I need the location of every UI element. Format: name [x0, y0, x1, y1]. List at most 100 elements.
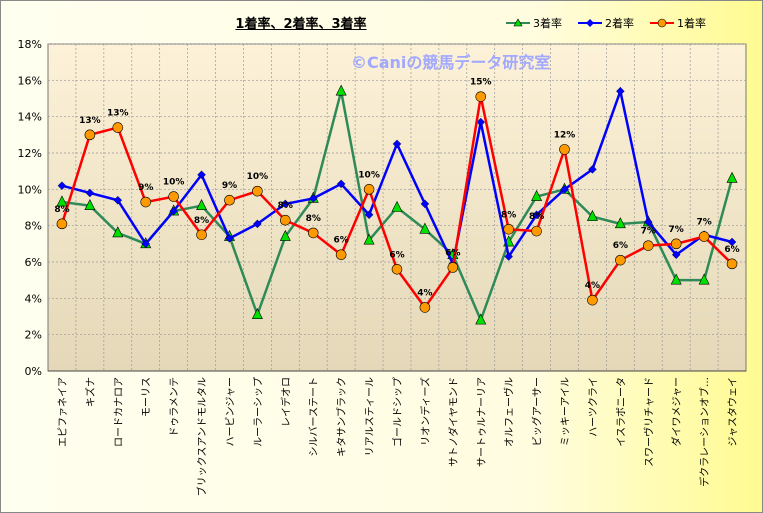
- data-point-circle: [726, 258, 738, 270]
- legend-label: 1着率: [677, 17, 706, 30]
- data-point-diamond: [141, 239, 151, 249]
- data-point-diamond: [308, 194, 318, 203]
- data-point-diamond: [560, 185, 569, 194]
- x-tick-label: キズナ: [84, 377, 97, 407]
- data-point-circle: [503, 224, 514, 235]
- data-point-circle: [168, 191, 179, 202]
- data-point-diamond: [616, 86, 625, 96]
- data-point-diamond: [169, 206, 178, 216]
- x-tick-label: モーリス: [142, 377, 153, 417]
- x-tick-label: オルフェーヴル: [503, 377, 516, 447]
- y-tick-label: 16%: [18, 74, 42, 87]
- data-point-circle: [670, 238, 682, 250]
- data-label: 8%: [278, 201, 293, 211]
- x-tick-label: リアルスティール: [365, 377, 376, 456]
- data-label: 8%: [529, 212, 544, 222]
- y-tick-label: 4%: [25, 292, 42, 305]
- data-point-diamond: [588, 165, 597, 174]
- x-tick-label: デクラレーションオブ…: [698, 377, 711, 487]
- x-tick-label: ロードカナロア: [113, 377, 125, 447]
- data-point-circle: [587, 294, 598, 306]
- x-tick-label: ブリックスアンドモルタル: [196, 377, 209, 496]
- data-point-diamond: [85, 188, 95, 198]
- data-point-triangle: [614, 217, 626, 229]
- data-point-circle: [363, 184, 375, 195]
- data-point-diamond: [336, 179, 346, 189]
- data-point-diamond: [727, 237, 737, 247]
- x-tick-label: ルーラーシップ: [252, 377, 264, 447]
- x-tick-label: サートゥルナーリア: [476, 377, 488, 467]
- data-label: 6%: [613, 241, 628, 251]
- data-point-diamond: [392, 139, 402, 149]
- legend: 3着率 2着率 1着率: [506, 15, 706, 31]
- data-point-diamond: [476, 117, 486, 127]
- data-label: 6%: [724, 245, 739, 255]
- x-tick-label: リオンディーズ: [419, 377, 432, 446]
- data-point-triangle: [279, 229, 291, 241]
- data-point-triangle: [670, 273, 682, 285]
- data-label: 7%: [641, 227, 656, 237]
- data-point-diamond: [253, 219, 262, 229]
- x-tick-label: ダイワメジャー: [670, 377, 683, 447]
- data-point-diamond: [225, 234, 234, 243]
- legend-item-1st: 1着率: [650, 15, 706, 31]
- y-tick-label: 6%: [25, 256, 42, 269]
- y-tick-label: 8%: [25, 220, 42, 233]
- legend-item-2nd: 2着率: [578, 15, 634, 31]
- data-point-circle: [252, 185, 263, 197]
- x-tick-label: ビッグアーサー: [531, 377, 544, 446]
- data-point-triangle: [56, 195, 68, 207]
- x-tick-label: シルバーステート: [308, 377, 320, 457]
- data-label: 4%: [585, 281, 600, 291]
- data-label: 15%: [470, 78, 492, 88]
- data-point-diamond: [197, 170, 206, 180]
- data-point-circle: [698, 231, 710, 242]
- data-label: 10%: [247, 172, 269, 182]
- data-label: 10%: [163, 178, 185, 188]
- data-point-diamond: [57, 181, 67, 190]
- data-point-circle: [280, 214, 291, 226]
- watermark: ©Caniの競馬データ研究室: [351, 53, 551, 72]
- data-label: 8%: [194, 216, 209, 226]
- data-label: 6%: [334, 236, 349, 246]
- data-point-triangle: [698, 273, 710, 285]
- data-point-diamond: [504, 252, 513, 261]
- data-point-circle: [447, 262, 459, 273]
- data-point-circle: [559, 144, 570, 155]
- data-point-triangle: [112, 226, 124, 238]
- data-point-diamond: [532, 210, 541, 220]
- data-point-triangle: [726, 171, 738, 183]
- data-label: 10%: [358, 170, 380, 180]
- x-tick-label: ドゥラメンテ: [169, 377, 181, 437]
- data-point-diamond: [281, 199, 290, 209]
- data-point-circle: [112, 122, 124, 133]
- x-tick-label: レイデオロ: [279, 377, 292, 427]
- data-point-diamond: [643, 217, 653, 227]
- data-point-triangle: [363, 233, 375, 245]
- x-tick-label: スワーヴリチャード: [642, 377, 655, 467]
- x-tick-label: ミッキーアイル: [561, 377, 572, 446]
- data-label: 6%: [389, 250, 404, 260]
- data-point-triangle: [335, 84, 347, 96]
- data-label: 6%: [445, 248, 460, 258]
- data-point-triangle: [586, 209, 598, 221]
- x-tick-label: ハービンジャー: [224, 377, 236, 447]
- data-label: 9%: [138, 183, 153, 193]
- legend-item-3rd: 3着率: [506, 15, 562, 31]
- data-point-triangle: [419, 222, 431, 234]
- data-point-triangle: [196, 199, 208, 210]
- data-label: 8%: [54, 205, 69, 215]
- data-label: 13%: [107, 109, 129, 119]
- x-tick-label: サトノダイヤモンド: [447, 377, 460, 467]
- data-point-circle: [140, 196, 152, 208]
- data-point-diamond: [364, 210, 374, 220]
- data-label: 7%: [696, 218, 711, 228]
- legend-label: 2着率: [605, 17, 634, 30]
- y-tick-label: 14%: [18, 111, 42, 124]
- data-point-triangle: [84, 199, 96, 210]
- x-tick-label: イスラボニータ: [615, 377, 627, 447]
- x-tick-label: エピファネイア: [57, 377, 69, 447]
- y-tick-label: 2%: [25, 329, 42, 342]
- data-point-diamond: [671, 250, 681, 260]
